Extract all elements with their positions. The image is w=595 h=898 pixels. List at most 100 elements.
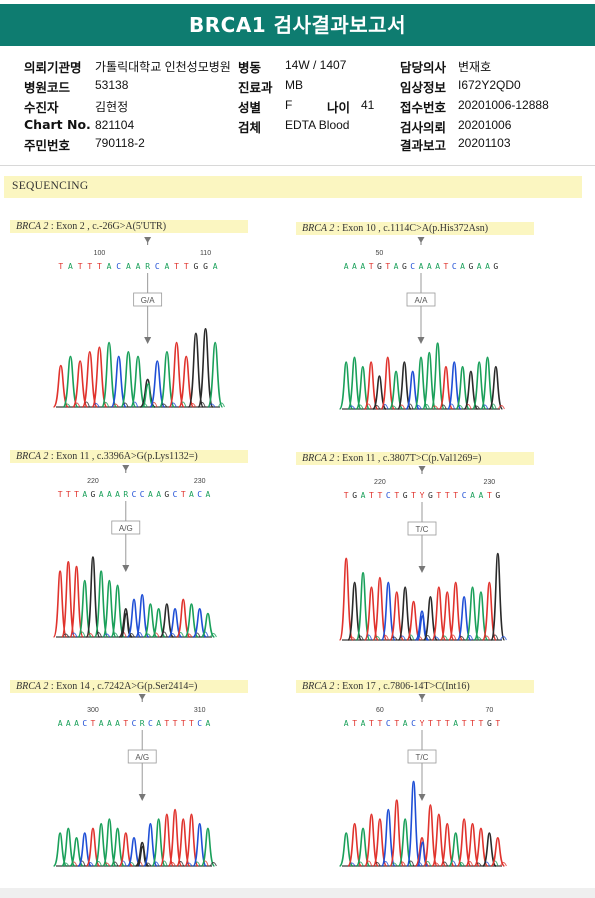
chromatogram-peak (159, 813, 175, 867)
chromatogram-peak (488, 365, 504, 410)
chromatogram-peak (72, 360, 89, 408)
base-call: G (493, 262, 498, 271)
base-call: R (123, 490, 128, 499)
chromatogram-het-peak (120, 612, 132, 638)
base-call: C (140, 490, 145, 499)
chromatogram-het-peak (416, 841, 429, 867)
base-call: A (82, 490, 87, 499)
marker-arrow-lower (417, 337, 425, 344)
base-call: T (436, 491, 441, 500)
chromatogram-peak (134, 593, 150, 638)
chromatogram-peak (481, 832, 497, 867)
base-call: A (126, 262, 131, 271)
base-call: R (140, 719, 145, 728)
position-label-left: 100 (94, 250, 106, 257)
base-call: A (165, 262, 170, 271)
chromatogram-peak (168, 341, 185, 408)
base-call: A (485, 262, 490, 271)
chromatogram-peak (456, 818, 472, 867)
noise-peak (209, 862, 217, 867)
chromatogram-peak (413, 356, 429, 410)
chromatogram-peak (151, 607, 166, 638)
chromatogram-peak (355, 571, 371, 641)
panel-gene: BRCA 2 (302, 223, 335, 234)
chromatogram-peak (143, 603, 158, 638)
chromatogram-peak (448, 581, 464, 641)
base-call: T (181, 719, 186, 728)
base-call: T (184, 262, 189, 271)
chromatogram-peak (167, 607, 183, 638)
label-hospital-code: 병원코드 (24, 80, 71, 95)
base-call: A (213, 262, 218, 271)
marker-arrow-top (418, 466, 426, 472)
chromatogram-peak (91, 346, 108, 408)
chromatogram-peak (338, 832, 354, 867)
label-resident-no: 주민번호 (24, 138, 71, 153)
chromatogram-peak (490, 836, 506, 867)
chromatogram-panel: BRCA 2 : Exon 14 , c.7242A>G(p.Ser2414=)… (10, 680, 250, 880)
chromatogram-peak (175, 598, 191, 638)
genotype-label: A/G (135, 753, 149, 762)
chromatogram-peak (430, 342, 445, 410)
marker-arrow-lower (138, 794, 146, 801)
base-call: T (174, 262, 179, 271)
chromatogram-peak (102, 818, 117, 867)
base-call: T (123, 719, 128, 728)
base-call: R (145, 262, 150, 271)
base-call: A (403, 719, 408, 728)
base-call: A (99, 490, 104, 499)
label-patient: 수진자 (24, 100, 59, 115)
value-resident-no: 790118-2 (95, 136, 145, 150)
chromatogram-peak (192, 822, 207, 867)
base-call: T (352, 719, 357, 728)
noise-peak (209, 633, 217, 638)
chromatogram-peak (93, 570, 109, 638)
base-call: A (361, 491, 366, 500)
base-call: G (91, 490, 96, 499)
chromatogram-peak (414, 610, 430, 641)
label-doctor: 담당의사 (400, 60, 447, 75)
marker-arrow-top (122, 465, 130, 471)
chromatogram-peak (355, 827, 371, 867)
info-divider (0, 165, 595, 166)
value-chart-no: 821104 (95, 118, 135, 132)
base-call: T (479, 719, 484, 728)
panel-gene: BRCA 2 (16, 681, 49, 692)
base-call: A (479, 491, 484, 500)
base-call: T (164, 719, 169, 728)
base-call: C (410, 262, 415, 271)
base-call: C (411, 719, 416, 728)
base-call: G (495, 491, 500, 500)
chromatogram-peak (480, 356, 495, 410)
label-clinical-info: 임상정보 (400, 80, 447, 95)
label-sex: 성별 (238, 100, 262, 115)
genotype-label: A/A (415, 296, 429, 305)
base-call: T (428, 719, 433, 728)
base-call: T (344, 491, 349, 500)
genotype-label: T/C (416, 525, 429, 534)
chromatogram-peak (438, 365, 454, 410)
label-accession-no: 접수번호 (400, 100, 447, 115)
panel-title: BRCA 2 : Exon 17 , c.7806-14T>C(Int16) (296, 680, 534, 693)
base-call: T (444, 262, 449, 271)
chromatogram-peak (355, 365, 371, 410)
chromatogram-peak (347, 822, 363, 867)
base-call: A (156, 719, 161, 728)
base-call: A (115, 490, 120, 499)
chromatogram-peak (197, 327, 214, 408)
base-call: T (495, 719, 500, 728)
chromatogram-peak (118, 607, 134, 638)
base-call: G (203, 262, 208, 271)
base-call: C (197, 719, 202, 728)
base-call: C (132, 490, 137, 499)
value-doctor: 변재호 (458, 60, 492, 74)
chromatogram-peak (465, 586, 480, 641)
base-call: T (462, 719, 467, 728)
panel-variant: : Exon 14 , c.7242A>G(p.Ser2414=) (48, 681, 198, 692)
value-patient: 김현정 (95, 100, 129, 114)
base-call: A (107, 490, 112, 499)
panel-title: BRCA 2 : Exon 11 , c.3396A>G(p.Lys1132=) (10, 450, 248, 463)
base-call: T (181, 490, 186, 499)
base-call: T (487, 491, 492, 500)
